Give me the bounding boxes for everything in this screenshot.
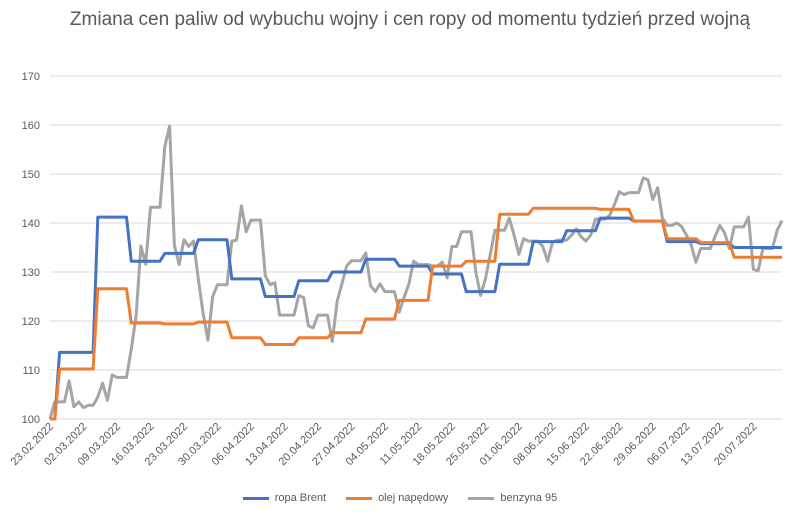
- series-lines: [48, 124, 784, 421]
- gridlines: [50, 75, 782, 420]
- legend-label: ropa Brent: [274, 492, 327, 504]
- legend-item-benzyna-95: benzyna 95: [468, 492, 557, 504]
- x-axis-ticks: 23.02.202202.03.202209.03.202216.03.2022…: [9, 421, 760, 468]
- legend: ropa Brent olej napędowy benzyna 95: [0, 492, 800, 504]
- series-line-benzyna-95: [48, 124, 784, 420]
- y-tick-label: 140: [22, 218, 40, 230]
- legend-swatch: [242, 496, 269, 500]
- y-tick-label: 160: [22, 120, 40, 132]
- series-line-olej-napędowy: [50, 206, 782, 421]
- y-tick-label: 170: [22, 71, 40, 83]
- y-tick-label: 100: [22, 414, 40, 426]
- series-line-ropa-Brent: [50, 215, 782, 421]
- y-tick-label: 150: [22, 169, 40, 181]
- legend-label: benzyna 95: [500, 492, 558, 504]
- y-tick-label: 120: [22, 316, 40, 328]
- legend-swatch: [468, 496, 495, 500]
- legend-item-ropa-brent: ropa Brent: [242, 492, 327, 504]
- y-tick-label: 130: [22, 267, 40, 279]
- chart-title: Zmiana cen paliw od wybuchu wojny i cen …: [69, 9, 751, 30]
- legend-label: olej napędowy: [378, 492, 449, 504]
- legend-item-olej-napedowy: olej napędowy: [346, 492, 448, 504]
- y-axis-ticks: 100 110 120 130 140 150 160 170: [22, 71, 40, 426]
- y-tick-label: 110: [22, 365, 40, 377]
- legend-swatch: [346, 496, 373, 500]
